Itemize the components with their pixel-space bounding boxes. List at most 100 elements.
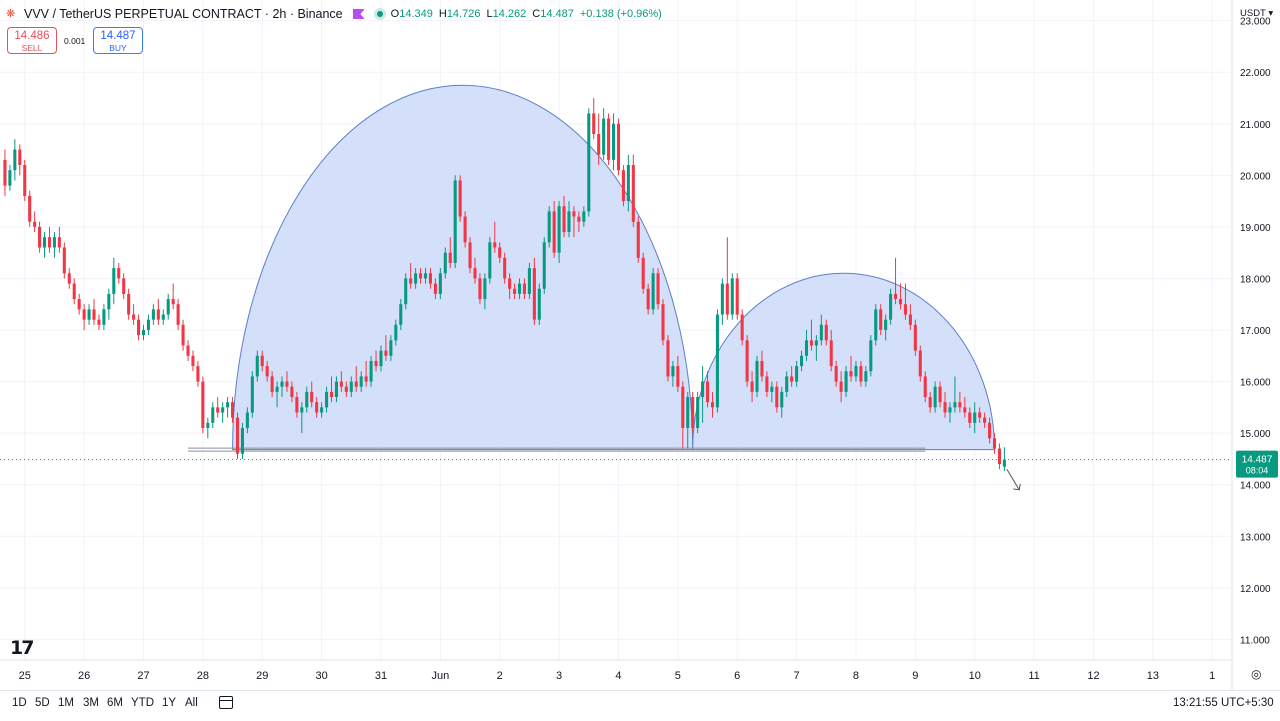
- candle-body: [958, 402, 962, 408]
- candle-body: [146, 319, 150, 330]
- clock[interactable]: 13:21:55 UTC+5:30: [1173, 697, 1274, 709]
- candle-body: [28, 195, 32, 222]
- candle-body: [334, 381, 338, 398]
- candle-body: [498, 247, 502, 258]
- candle-body: [344, 386, 348, 392]
- candle-body: [3, 159, 7, 186]
- candle-body: [607, 118, 611, 160]
- candle-body: [735, 278, 739, 315]
- candle-body: [57, 237, 61, 248]
- candle-body: [141, 330, 146, 336]
- candle-body: [517, 283, 522, 294]
- candle-body: [824, 324, 828, 341]
- candle-body: [720, 283, 724, 315]
- time-tick-label: 9: [912, 670, 918, 682]
- candle-body: [992, 438, 997, 449]
- symbol-title[interactable]: VVV / TetherUS PERPETUAL CONTRACT · 2h ·…: [24, 7, 343, 21]
- price-tick-label: 22.000: [1240, 68, 1271, 79]
- timeframe-ytd[interactable]: YTD: [131, 697, 154, 709]
- candle-body: [463, 216, 467, 243]
- candle-body: [329, 391, 334, 398]
- candle-body: [508, 278, 512, 289]
- candle-body: [122, 278, 126, 294]
- candle-body: [13, 149, 17, 171]
- timeframe-1y[interactable]: 1Y: [162, 697, 177, 709]
- time-tick-label: 2: [497, 670, 503, 682]
- timeframe-6m[interactable]: 6M: [107, 697, 123, 709]
- time-tick-label: 4: [615, 670, 621, 682]
- flag-icon[interactable]: [352, 9, 365, 19]
- candle-body: [112, 268, 116, 294]
- candle-body: [666, 340, 670, 377]
- candle-body: [77, 299, 81, 310]
- chart-header: ❋ VVV / TetherUS PERPETUAL CONTRACT · 2h…: [6, 6, 662, 22]
- candle-body: [602, 118, 606, 155]
- candle-body: [33, 221, 37, 227]
- calendar-icon[interactable]: [219, 696, 233, 709]
- candle-body: [973, 412, 977, 423]
- arrow-line: [1006, 468, 1020, 491]
- candle-body: [305, 391, 309, 408]
- candle-body: [701, 381, 705, 398]
- settings-icon[interactable]: ◎: [1251, 667, 1262, 681]
- pattern-arc-2: [692, 273, 996, 451]
- price-tag-countdown: 08:04: [1246, 466, 1269, 476]
- price-tick-label: 18.000: [1240, 274, 1271, 285]
- candle-body: [651, 273, 655, 310]
- candle-body: [686, 397, 690, 428]
- candle-body: [849, 371, 853, 377]
- candle-body: [92, 309, 96, 320]
- candle-body: [522, 283, 526, 294]
- candle-body: [161, 314, 165, 320]
- time-tick-label: 10: [969, 670, 981, 682]
- candle-body: [879, 309, 883, 330]
- timeframe-5d[interactable]: 5D: [35, 697, 50, 709]
- currency-selector[interactable]: USDT ▾: [1240, 8, 1274, 19]
- candle-body: [884, 319, 888, 330]
- candle-body: [780, 391, 784, 408]
- candle-body: [325, 391, 329, 408]
- candle-body: [795, 366, 799, 382]
- candle-body: [38, 226, 42, 248]
- candle-body: [47, 237, 52, 248]
- candle-body: [943, 402, 947, 413]
- price-tick-label: 19.000: [1240, 223, 1271, 234]
- candle-body: [839, 381, 843, 392]
- timeframe-all[interactable]: All: [185, 697, 198, 709]
- buy-price: 14.487: [100, 30, 136, 42]
- price-tick-label: 17.000: [1240, 326, 1271, 337]
- candle-body: [775, 386, 779, 408]
- candle-body: [181, 324, 185, 346]
- candle-body: [532, 268, 536, 320]
- buy-button[interactable]: 14.487 BUY: [93, 27, 143, 54]
- candle-body: [107, 293, 111, 310]
- candle-body: [349, 381, 353, 392]
- candle-body: [582, 211, 586, 222]
- price-tick-label: 20.000: [1240, 171, 1271, 182]
- timeframe-1m[interactable]: 1M: [58, 697, 74, 709]
- candle-body: [567, 211, 571, 233]
- candle-body: [646, 288, 650, 310]
- candle-body: [577, 216, 581, 222]
- timeframe-3m[interactable]: 3M: [83, 697, 99, 709]
- time-tick-label: 3: [556, 670, 562, 682]
- tradingview-logo[interactable]: 17: [10, 637, 34, 659]
- time-tick-label: 27: [137, 670, 149, 682]
- timeframe-1d[interactable]: 1D: [12, 697, 27, 709]
- sell-button[interactable]: 14.486 SELL: [7, 27, 57, 54]
- candle-body: [151, 309, 155, 320]
- candle-body: [864, 371, 868, 382]
- candle-body: [814, 340, 818, 346]
- candle-body: [918, 350, 922, 377]
- candle-body: [894, 293, 898, 300]
- candle-body: [389, 340, 393, 356]
- candle-body: [196, 366, 200, 382]
- candle-body: [725, 283, 729, 315]
- candle-body: [800, 355, 804, 367]
- candle-body: [656, 273, 660, 305]
- sell-price: 14.486: [14, 30, 50, 42]
- candle-body: [493, 242, 497, 248]
- candle-body: [275, 386, 279, 392]
- candle-body: [443, 252, 447, 274]
